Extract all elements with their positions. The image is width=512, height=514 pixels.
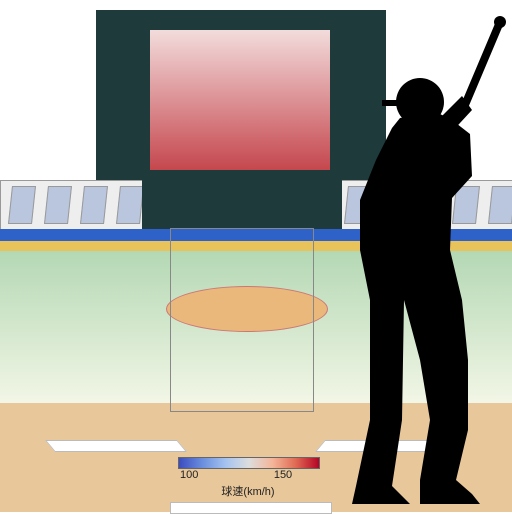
- batter-silhouette: [0, 0, 512, 512]
